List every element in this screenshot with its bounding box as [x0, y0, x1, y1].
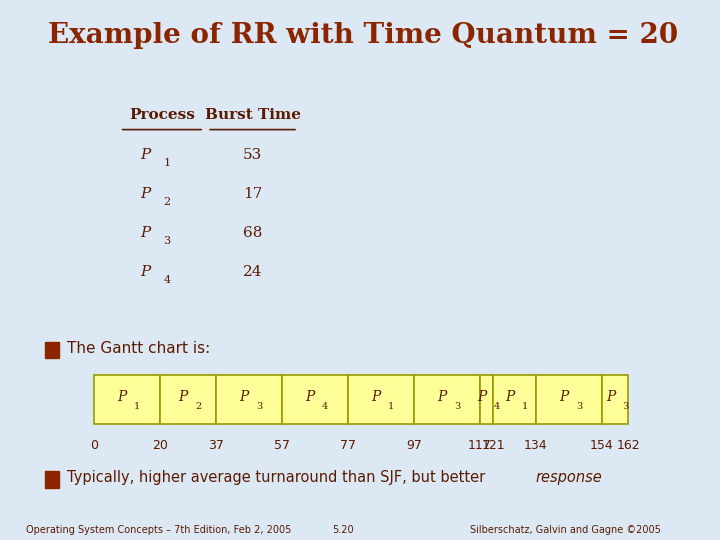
Text: P: P	[140, 148, 150, 163]
Text: Burst Time: Burst Time	[204, 108, 300, 122]
Text: 3: 3	[163, 236, 171, 246]
Text: P: P	[505, 390, 515, 404]
Bar	[602, 375, 629, 424]
Bar	[493, 375, 536, 424]
Bar	[45, 342, 59, 358]
Text: 3: 3	[622, 402, 629, 410]
Text: P: P	[240, 390, 249, 404]
Bar	[160, 375, 216, 424]
Text: 57: 57	[274, 439, 290, 452]
Text: 162: 162	[616, 439, 640, 452]
Text: 97: 97	[406, 439, 422, 452]
Bar	[94, 375, 160, 424]
Text: P: P	[372, 390, 381, 404]
Text: Typically, higher average turnaround than SJF, but better: Typically, higher average turnaround tha…	[67, 470, 490, 485]
Text: response: response	[535, 470, 602, 485]
Bar	[282, 375, 348, 424]
Bar	[348, 375, 414, 424]
Text: 117: 117	[468, 439, 492, 452]
Text: 121: 121	[481, 439, 505, 452]
Text: P: P	[606, 390, 616, 404]
Text: 0: 0	[90, 439, 98, 452]
Text: P: P	[140, 226, 150, 240]
Text: 2: 2	[195, 402, 202, 410]
Bar	[45, 471, 59, 488]
Text: Silberschatz, Galvin and Gagne ©2005: Silberschatz, Galvin and Gagne ©2005	[470, 524, 661, 535]
Text: 4: 4	[494, 402, 500, 410]
Text: P: P	[438, 390, 447, 404]
Text: 3: 3	[454, 402, 460, 410]
Text: P: P	[179, 390, 188, 404]
Text: 1: 1	[134, 402, 140, 410]
Text: P: P	[117, 390, 127, 404]
Text: P: P	[140, 187, 150, 201]
Text: 154: 154	[590, 439, 614, 452]
Text: Operating System Concepts – 7th Edition, Feb 2, 2005: Operating System Concepts – 7th Edition,…	[26, 524, 291, 535]
Text: 24: 24	[243, 265, 262, 279]
Text: 17: 17	[243, 187, 262, 201]
Text: P: P	[306, 390, 315, 404]
Bar	[536, 375, 602, 424]
Text: 68: 68	[243, 226, 262, 240]
Text: Process: Process	[129, 108, 195, 122]
Text: 2: 2	[163, 197, 171, 207]
Text: 4: 4	[163, 275, 171, 285]
Bar	[480, 375, 493, 424]
Text: 1: 1	[522, 402, 528, 410]
Bar	[216, 375, 282, 424]
Text: 77: 77	[340, 439, 356, 452]
Text: 37: 37	[208, 439, 224, 452]
Text: 53: 53	[243, 148, 262, 163]
Text: 4: 4	[322, 402, 328, 410]
Text: 5.20: 5.20	[333, 524, 354, 535]
Text: Example of RR with Time Quantum = 20: Example of RR with Time Quantum = 20	[48, 22, 678, 49]
Text: 3: 3	[256, 402, 262, 410]
Text: P: P	[477, 390, 487, 404]
Text: P: P	[140, 265, 150, 279]
Text: 1: 1	[163, 158, 171, 168]
Text: 3: 3	[576, 402, 582, 410]
Text: 20: 20	[152, 439, 168, 452]
Text: P: P	[559, 390, 569, 404]
Text: 1: 1	[388, 402, 395, 410]
Text: The Gantt chart is:: The Gantt chart is:	[67, 341, 210, 356]
Text: 134: 134	[524, 439, 548, 452]
Bar	[414, 375, 480, 424]
